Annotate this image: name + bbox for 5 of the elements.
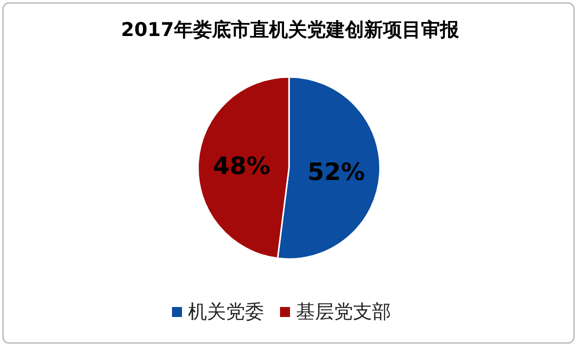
data-label: 48% [213,152,270,180]
legend-label: 机关党委 [188,301,264,323]
legend-label: 基层党支部 [296,301,391,323]
chart-title: 2017年娄底市直机关党建创新项目审报 [121,19,460,41]
data-label: 52% [308,158,365,186]
